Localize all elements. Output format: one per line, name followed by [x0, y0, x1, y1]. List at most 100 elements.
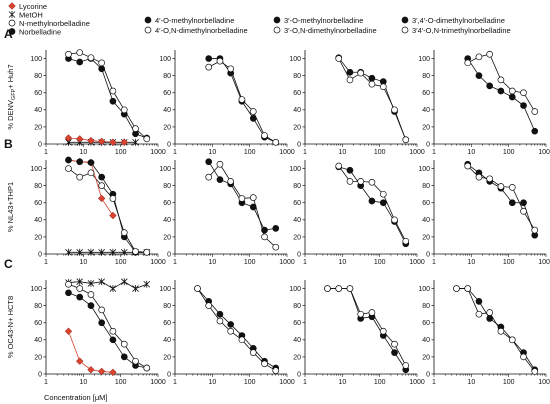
legend-label: 4′-O-methylnorbelladine — [155, 16, 234, 25]
data-point — [205, 158, 213, 166]
data-point — [272, 225, 280, 232]
panel-C-2: 0 20 40 60 80 100 1 10 100 1000 — [159, 280, 295, 386]
data-point — [216, 310, 224, 318]
data-point — [109, 336, 117, 344]
legend-label: 3′-O-methylnorbelladine — [284, 16, 363, 25]
data-point — [87, 54, 95, 62]
data-point — [464, 285, 472, 292]
y-tick-label: 20 — [163, 234, 171, 241]
data-point — [464, 59, 472, 67]
x-tick-label: 100 — [115, 379, 127, 386]
y-axis-label-subscript: GFP — [11, 88, 17, 100]
data-point — [109, 138, 117, 147]
data-point — [357, 310, 365, 318]
y-tick-label: 40 — [293, 107, 301, 114]
x-tick-label: 1000 — [279, 259, 295, 266]
y-tick-label: 80 — [293, 303, 301, 310]
y-axis-label-main: % DENV — [6, 100, 15, 130]
y-tick-label: 80 — [422, 73, 430, 80]
y-tick-label: 0 — [297, 251, 301, 258]
y-tick-label: 60 — [422, 90, 430, 97]
data-point — [132, 357, 139, 365]
data-point — [132, 125, 139, 132]
data-point — [391, 106, 398, 114]
data-point — [132, 138, 139, 146]
y-tick-label: 40 — [293, 337, 301, 344]
data-point — [357, 178, 365, 185]
x-tick-label: 10 — [467, 259, 475, 266]
data-point — [475, 310, 483, 318]
y-tick-label: 60 — [422, 320, 430, 327]
y-tick-label: 60 — [163, 200, 171, 207]
data-point — [497, 327, 505, 335]
x-tick-label: 10 — [338, 149, 346, 156]
y-tick-label: 100 — [289, 166, 301, 173]
data-point — [87, 279, 95, 287]
data-point — [249, 115, 257, 122]
x-tick-label: 1000 — [279, 149, 295, 156]
y-axis-label-A: % DENVGFP+ Huh7 — [6, 64, 17, 129]
x-tick-label: 100 — [244, 259, 256, 266]
legend-label: 3′4′-O,N-trimethylnorbelladine — [412, 26, 511, 35]
x-tick-label: 1 — [303, 379, 307, 386]
x-tick-label: 1000 — [538, 379, 550, 386]
data-point — [249, 194, 257, 201]
y-tick-label: 20 — [34, 234, 42, 241]
data-point — [379, 190, 387, 198]
y-tick-label: 40 — [34, 217, 42, 224]
data-point — [346, 68, 354, 76]
series-line — [68, 331, 113, 373]
x-tick-label: 10 — [208, 149, 216, 156]
data-point — [216, 176, 224, 184]
x-tick-label: 10 — [79, 379, 87, 386]
x-tick-label: 100 — [115, 259, 127, 266]
x-tick-label: 1000 — [150, 259, 166, 266]
data-point — [227, 178, 235, 185]
data-point — [520, 89, 527, 97]
data-point — [346, 166, 354, 174]
x-tick-label: 10 — [208, 259, 216, 266]
legend-label: MetOH — [19, 10, 43, 19]
x-tick-label: 10 — [467, 379, 475, 386]
data-point — [98, 173, 106, 181]
data-point — [143, 248, 151, 256]
data-point — [379, 199, 387, 207]
data-point — [87, 302, 95, 309]
y-tick-label: 40 — [163, 337, 171, 344]
data-point — [261, 233, 268, 241]
panel-A-4: 0 20 40 60 80 100 1 10 100 1000 — [418, 50, 550, 156]
y-axis-label-suffix: + Huh7 — [6, 64, 15, 88]
y-tick-label: 20 — [293, 354, 301, 361]
legend-marker-col1-2 — [8, 19, 16, 27]
panel-B-3: 0 20 40 60 80 100 1 10 100 1000 — [289, 160, 425, 266]
data-point — [120, 229, 128, 236]
y-tick-label: 60 — [163, 320, 171, 327]
y-tick-label: 0 — [426, 371, 430, 378]
x-tick-label: 100 — [374, 259, 386, 266]
data-point — [486, 82, 494, 90]
data-point — [76, 248, 83, 256]
panel-C-4: 0 20 40 60 80 100 1 10 100 1000 — [418, 280, 550, 386]
x-tick-label: 1000 — [279, 379, 295, 386]
data-point — [497, 76, 505, 84]
y-tick-label: 80 — [163, 183, 171, 190]
data-point — [379, 327, 387, 335]
x-tick-label: 100 — [374, 379, 386, 386]
data-point — [508, 87, 516, 95]
data-point — [205, 302, 213, 309]
y-tick-label: 20 — [422, 234, 430, 241]
data-point — [98, 278, 105, 286]
data-point — [261, 226, 268, 234]
y-tick-label: 100 — [418, 286, 430, 293]
data-point — [120, 353, 128, 361]
y-tick-label: 80 — [163, 303, 171, 310]
y-tick-label: 100 — [418, 166, 430, 173]
data-point — [109, 285, 117, 293]
y-tick-label: 60 — [293, 200, 301, 207]
y-axis-label-B: % NL43+THP1 — [6, 182, 15, 232]
y-tick-label: 0 — [38, 251, 42, 258]
y-tick-label: 100 — [159, 286, 171, 293]
x-tick-label: 100 — [503, 259, 515, 266]
y-tick-label: 0 — [297, 141, 301, 148]
